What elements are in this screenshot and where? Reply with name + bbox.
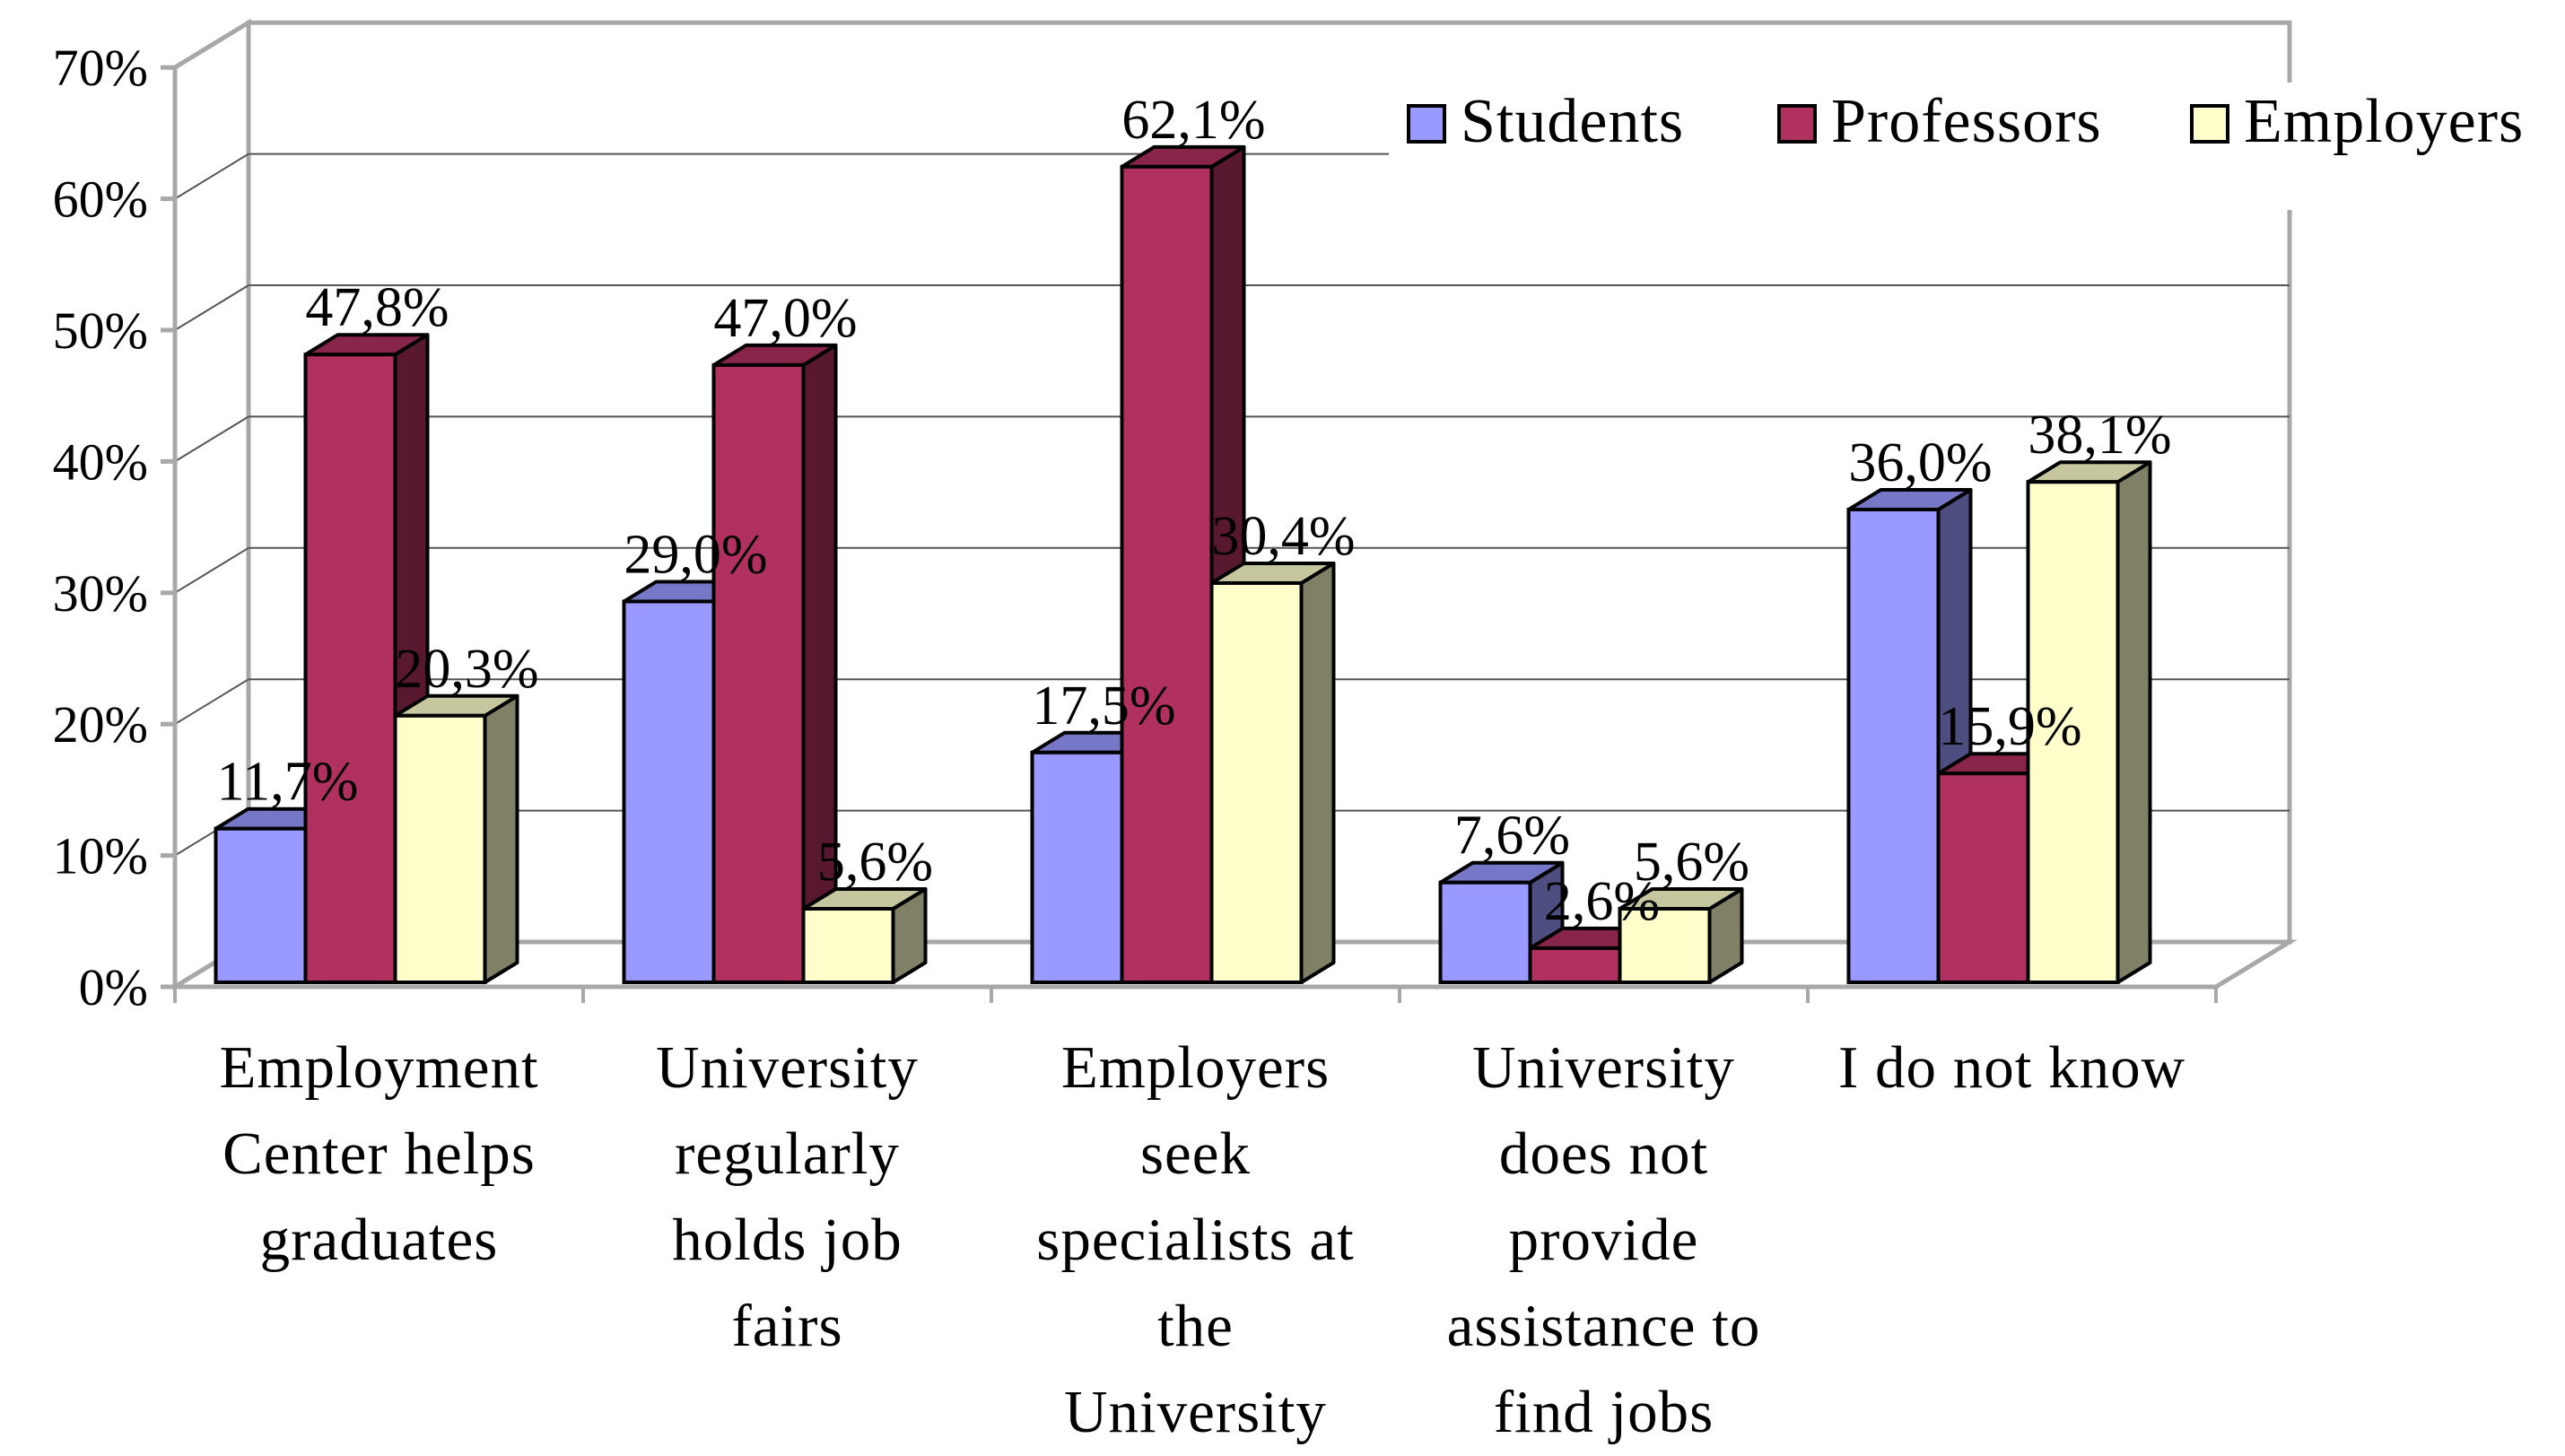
bar-front-face (214, 826, 308, 984)
bar-front-face (303, 353, 397, 984)
y-tick-label: 20% (53, 695, 148, 754)
bar-professors-0 (303, 333, 430, 984)
legend-swatch-professors (1777, 104, 1817, 144)
category-label: assistance to (1447, 1293, 1761, 1359)
bar-front-face (1528, 946, 1622, 985)
category-label: the (1157, 1293, 1234, 1359)
bar-front-face (711, 362, 806, 985)
legend-swatch-employers (2190, 104, 2229, 144)
data-label: 5,6% (1634, 832, 1749, 893)
bar-employers-2 (1209, 561, 1336, 984)
gridline-side (174, 284, 249, 331)
bar-front-face (1209, 580, 1304, 984)
category-label: fairs (731, 1293, 842, 1359)
data-label: 15,9% (1938, 696, 2081, 757)
y-tick-label: 60% (53, 170, 148, 229)
category-label: University (1472, 1034, 1735, 1101)
legend-label-professors: Professors (1831, 87, 2102, 156)
y-tick-label: 0% (79, 958, 148, 1016)
bar-front-face (2026, 480, 2120, 984)
bar-front-face (1438, 880, 1532, 985)
bar-front-face (1618, 907, 1712, 984)
legend-box (1389, 83, 2565, 210)
category-label: seek (1140, 1120, 1251, 1187)
data-label: 7,6% (1454, 806, 1570, 867)
bar-professors-1 (711, 343, 838, 985)
bar-employers-0 (393, 693, 519, 984)
legend-swatch-students (1407, 104, 1446, 144)
bar-front-face (1120, 164, 1214, 984)
legend-label-employers: Employers (2244, 87, 2524, 156)
gridline-side (174, 546, 249, 594)
category-label: holds job (672, 1207, 903, 1273)
data-label: 47,8% (305, 277, 449, 338)
gridline-side (174, 153, 249, 200)
data-label: 38,1% (2028, 405, 2171, 466)
data-label: 62,1% (1121, 90, 1265, 151)
category-label: does not (1499, 1120, 1708, 1187)
y-tick-label: 30% (53, 564, 148, 623)
bar-front-face (1030, 750, 1124, 984)
data-label: 36,0% (1848, 432, 1992, 493)
category-label: find jobs (1494, 1379, 1714, 1445)
category-label: Employment (219, 1034, 538, 1101)
data-label: 11,7% (217, 752, 359, 813)
data-label: 2,6% (1544, 871, 1660, 932)
y-tick-label: 50% (53, 301, 148, 360)
category-label: University (656, 1034, 919, 1101)
data-label: 20,3% (395, 639, 538, 700)
category-label: provide (1509, 1207, 1699, 1273)
bar-students-4 (1846, 487, 1973, 984)
category-label: University (1064, 1379, 1327, 1445)
gridline-side (174, 678, 249, 726)
legend-label-students: Students (1461, 87, 1684, 156)
category-label: graduates (260, 1207, 499, 1273)
bar-front-face (801, 907, 895, 984)
bar-side-face (483, 693, 519, 984)
bar-employers-3 (1618, 887, 1744, 984)
y-tick-label: 10% (53, 827, 148, 885)
category-label: regularly (675, 1120, 900, 1187)
data-label: 30,4% (1211, 506, 1355, 567)
data-label: 17,5% (1032, 676, 1175, 737)
data-label: 5,6% (817, 832, 933, 893)
bar-side-face (1299, 561, 1336, 984)
bars (214, 144, 2152, 985)
category-label: Center helps (222, 1120, 536, 1187)
gridline-side (174, 415, 249, 463)
bar-front-face (622, 599, 716, 984)
data-label: 47,0% (713, 288, 857, 349)
category-label: specialists at (1036, 1207, 1355, 1273)
category-label: Employers (1061, 1034, 1330, 1101)
bar-front-face (393, 713, 487, 984)
bar-employers-4 (2026, 460, 2152, 984)
bar-front-face (1846, 507, 1941, 984)
axes: 0% 10% 20% 30% 40% 50% 60% 70% Employment Center … (53, 39, 2218, 1445)
y-tick-label: 40% (53, 432, 148, 491)
data-label: 29,0% (624, 524, 767, 585)
bar-employers-1 (801, 887, 928, 984)
category-label: I do not know (1838, 1034, 2185, 1101)
y-tick-label: 70% (53, 39, 148, 97)
bar-front-face (1936, 772, 2030, 984)
bar-side-face (2116, 460, 2152, 984)
data-labels: 11,7% 47,8% 20,3% 29,0% 47,0% 5,6% 17,5% 62,1% 3… (217, 90, 2172, 932)
legend: Students Professors Employers (1389, 83, 2565, 210)
